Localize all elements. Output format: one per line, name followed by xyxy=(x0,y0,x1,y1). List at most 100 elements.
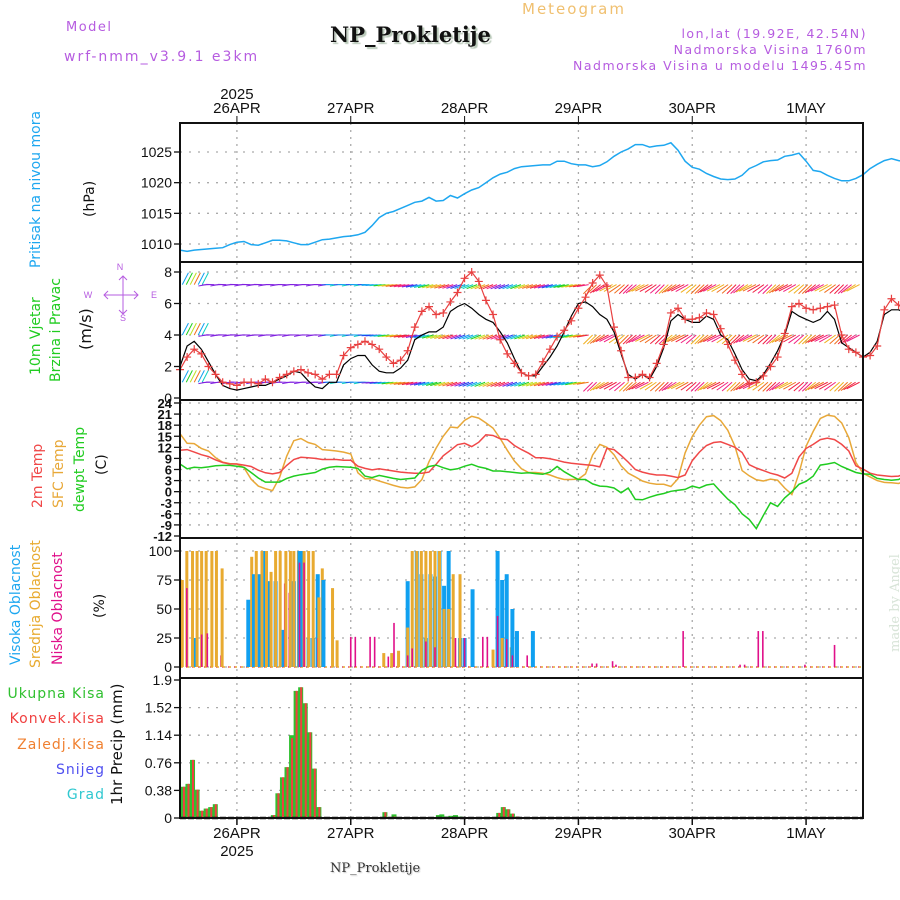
cloud-mid-bar xyxy=(274,551,278,667)
wind-barb xyxy=(498,381,510,387)
precip-conv-bar xyxy=(304,703,307,818)
wind-speed-marker xyxy=(211,370,220,379)
wind-barb xyxy=(197,272,205,285)
cloud-mid-bar xyxy=(214,551,218,667)
wind-barb xyxy=(417,284,430,289)
wind-barb xyxy=(814,381,828,390)
wind-barb xyxy=(631,334,645,343)
wind-speed-marker xyxy=(745,379,754,388)
data-layer xyxy=(176,141,900,820)
wind-barb xyxy=(569,381,581,386)
wind-barb xyxy=(801,381,813,392)
wind-speed-marker xyxy=(844,345,853,354)
wind-speed-marker xyxy=(225,379,234,388)
wind-barb xyxy=(788,334,801,344)
wind-barb xyxy=(490,284,502,290)
wind-barb xyxy=(644,381,657,391)
wind-barb xyxy=(793,334,805,345)
wind-speed-marker xyxy=(382,353,391,362)
wind-barb xyxy=(470,334,482,340)
wind-barb xyxy=(622,284,633,295)
wind-barb xyxy=(846,284,860,292)
wind-barb xyxy=(553,284,565,288)
wind-barb xyxy=(804,334,817,344)
cloud-low-bar xyxy=(804,664,806,667)
wind-barb xyxy=(730,334,741,345)
wind-barb xyxy=(783,334,797,343)
wind-barb xyxy=(426,284,438,289)
wind-barb xyxy=(553,381,565,386)
x-tick-label-top: 27APR xyxy=(327,100,375,117)
precip-conv-bar xyxy=(210,807,213,818)
cloud-low-bar xyxy=(406,655,409,667)
y-tick-label: 18 xyxy=(158,418,172,433)
wind-barb xyxy=(716,334,729,344)
wind-speed-marker xyxy=(624,373,633,382)
wind-speed-marker xyxy=(695,313,704,322)
precip-total-label: Ukupna Kisa xyxy=(7,686,105,702)
cloud-high-bar xyxy=(510,609,515,667)
wind-barb xyxy=(716,284,729,293)
wind-barb xyxy=(586,381,597,392)
wind-speed-marker xyxy=(567,316,576,325)
wind-barb xyxy=(494,381,506,387)
wind-barb xyxy=(726,381,737,392)
wind-speed-marker xyxy=(794,299,803,308)
cloud-mid-bar xyxy=(447,609,451,667)
wind-speed-marker xyxy=(517,368,526,377)
wind-barb xyxy=(502,284,514,290)
wind-barb xyxy=(774,381,789,390)
wind-barb xyxy=(658,284,669,295)
wind-barb xyxy=(752,381,765,391)
wind-barb xyxy=(561,284,573,288)
wind-barb xyxy=(541,334,553,339)
wind-speed-marker xyxy=(318,375,327,384)
wind-barb xyxy=(486,284,498,290)
cloud-high-bar xyxy=(251,574,256,667)
y-tick-label: 1010 xyxy=(141,236,172,252)
wind-barb xyxy=(373,284,386,287)
wind-barb xyxy=(735,284,749,293)
wind-barb xyxy=(670,284,685,292)
wind-speed-marker xyxy=(489,310,498,319)
wind-barb xyxy=(430,284,442,289)
cloud-mid-bar xyxy=(284,551,288,667)
cloud-mid-bar xyxy=(433,551,437,667)
cloud-low-bar xyxy=(434,647,436,667)
wind-barb xyxy=(592,334,605,343)
wind-barb xyxy=(618,381,629,392)
wind-barb xyxy=(514,284,526,290)
wind-barb xyxy=(639,334,653,343)
wind-barb xyxy=(589,334,601,344)
wind-speed-marker xyxy=(261,375,270,384)
wind-barb xyxy=(618,334,629,345)
wind-barb xyxy=(529,334,542,340)
wind-barb xyxy=(829,284,840,294)
wind-speed-marker xyxy=(275,373,284,382)
wind-barb xyxy=(561,381,573,386)
wind-barb xyxy=(422,334,434,339)
wind-barb xyxy=(583,334,593,345)
y-tick-label: -12 xyxy=(153,529,172,544)
wind-speed-marker xyxy=(866,351,875,360)
wind-barb xyxy=(778,334,793,342)
compass-n: N xyxy=(117,262,124,272)
wind-barb xyxy=(798,284,809,295)
wind-speed-marker xyxy=(439,308,448,317)
precip-conv-bar xyxy=(313,768,316,818)
wind-speed-marker xyxy=(403,346,412,355)
wind-barb xyxy=(549,284,561,289)
wind-barb xyxy=(837,334,848,345)
wind-speed-marker xyxy=(766,362,775,371)
wind-barb xyxy=(774,334,789,343)
wind-speed-marker xyxy=(816,304,825,313)
y-tick-label: 0 xyxy=(165,485,172,500)
sfc-temp-line xyxy=(179,414,900,496)
precip-conv-bar xyxy=(192,759,195,818)
wind-barb xyxy=(711,284,725,292)
wind-barb xyxy=(409,284,422,288)
cloud-low-bar xyxy=(387,656,390,667)
precip-conv-bar xyxy=(187,783,190,818)
wind-barb xyxy=(201,370,209,383)
cloud-high-bar xyxy=(504,574,509,667)
